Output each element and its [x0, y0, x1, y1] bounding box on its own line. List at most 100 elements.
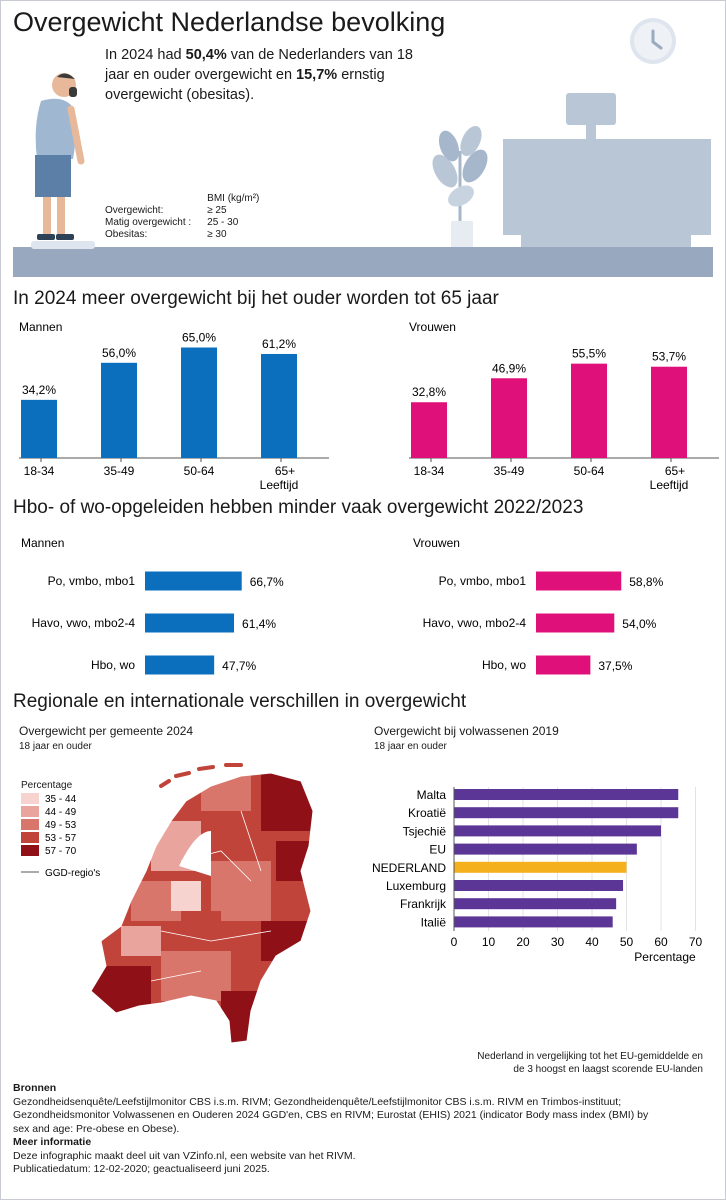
- bmi-value: 25 - 30: [207, 217, 239, 228]
- legend-swatch: [21, 806, 39, 817]
- legend-swatch: [21, 793, 39, 804]
- x-tick-label: 10: [482, 935, 496, 949]
- data-label: 47,7%: [222, 659, 256, 673]
- category-label: Kroatië: [408, 806, 446, 820]
- sources-line: Gezondheidsenquête/Leefstijlmonitor CBS …: [13, 1095, 622, 1108]
- x-tick-label: 35-49: [494, 464, 525, 478]
- legend-label: 53 - 57: [45, 833, 77, 844]
- netherlands-map: [90, 763, 314, 1044]
- bar: [101, 362, 137, 458]
- x-tick-label: 50: [620, 935, 634, 949]
- x-tick-label: 0: [451, 935, 458, 949]
- age-bar-charts: Mannen 34,2% 18-34 56,0% 35-49 65,0% 50-64 61,2…: [19, 320, 719, 492]
- bar: [536, 571, 622, 591]
- data-label: 61,2%: [262, 337, 296, 351]
- category-label: Luxemburg: [386, 879, 446, 893]
- map-subtitle: 18 jaar en ouder: [19, 741, 92, 752]
- section-region-title: Regionale en internationale verschillen …: [13, 691, 467, 712]
- eu-bar-chart: 0 10 20 30 40 50 60 70 Malta Kroatië Tsjechië EU NED…: [372, 787, 702, 964]
- x-axis-label: Leeftijd: [260, 478, 299, 492]
- bmi-label: Overgewicht:: [105, 205, 164, 216]
- bar: [454, 789, 679, 800]
- wadden-islands: [159, 763, 243, 788]
- category-label: Hbo, wo: [91, 658, 135, 672]
- obesity-value: 15,7%: [296, 67, 338, 83]
- legend-swatch: [21, 832, 39, 843]
- data-label: 46,9%: [492, 361, 526, 375]
- ijsselmeer: [179, 831, 211, 876]
- bar: [454, 825, 661, 837]
- intro-text: In 2024 had 50,4% van de Nederlanders va…: [105, 47, 413, 103]
- data-label: 32,8%: [412, 385, 446, 399]
- bar: [21, 399, 57, 458]
- data-label: 34,2%: [22, 383, 56, 397]
- sources-line: sex and age: Pre-obese en Obese).: [13, 1122, 180, 1135]
- data-label: 58,8%: [629, 575, 663, 589]
- more-info-line: Deze infographic maakt deel uit van VZin…: [13, 1149, 356, 1162]
- x-axis-label: Percentage: [634, 950, 696, 964]
- section-age-title: In 2024 meer overgewicht bij het ouder w…: [13, 288, 499, 309]
- category-label: Po, vmbo, mbo1: [48, 574, 136, 588]
- more-info-line: Publicatiedatum: 12-02-2020; geactualise…: [13, 1163, 270, 1175]
- bar: [454, 807, 679, 819]
- legend-label: 57 - 70: [45, 846, 77, 857]
- x-axis-label: Leeftijd: [650, 478, 689, 492]
- chart-panel-title: Mannen: [19, 320, 62, 334]
- overweight-value: 50,4%: [185, 47, 227, 63]
- clock-icon: [630, 18, 676, 64]
- data-label: 66,7%: [250, 575, 284, 589]
- data-label: 65,0%: [182, 331, 216, 345]
- x-tick-label: 40: [585, 935, 599, 949]
- category-label: Po, vmbo, mbo1: [439, 574, 527, 588]
- bar: [454, 843, 637, 855]
- bar: [145, 655, 215, 675]
- data-label: 55,5%: [572, 347, 606, 361]
- page-title: Overgewicht Nederlandse bevolking: [13, 7, 446, 37]
- x-tick-label: 35-49: [104, 464, 135, 478]
- bmi-header: BMI (kg/m²): [207, 193, 260, 204]
- category-label: Havo, vwo, mbo2-4: [32, 616, 136, 630]
- eu-title: Overgewicht bij volwassenen 2019: [374, 724, 559, 738]
- chart-panel-title: Vrouwen: [413, 536, 460, 550]
- category-label: Italië: [421, 915, 447, 929]
- data-label: 53,7%: [652, 350, 686, 364]
- x-tick-label: 65+: [665, 464, 685, 478]
- x-tick-label: 50-64: [184, 464, 215, 478]
- x-tick-label: 60: [654, 935, 668, 949]
- bar: [536, 655, 591, 675]
- map-legend: 35 - 44 44 - 49 49 - 53 53 - 57 57 - 70 GGD-r…: [21, 793, 100, 879]
- sources-title: Bronnen: [13, 1082, 57, 1094]
- plant-icon: [432, 126, 488, 247]
- bar: [181, 347, 217, 458]
- map-title: Overgewicht per gemeente 2024: [19, 724, 194, 738]
- bmi-label: Obesitas:: [105, 229, 148, 240]
- legend-swatch: [21, 819, 39, 830]
- desk-icon: [503, 93, 711, 247]
- x-tick-label: 50-64: [574, 464, 605, 478]
- legend-label: GGD-regio's: [45, 868, 100, 879]
- category-label: Frankrijk: [400, 897, 447, 911]
- category-label: Havo, vwo, mbo2-4: [423, 616, 527, 630]
- x-tick-label: 30: [551, 935, 565, 949]
- bmi-value: ≥ 25: [207, 205, 227, 216]
- header-illustration: [13, 18, 713, 277]
- bar: [536, 613, 615, 633]
- category-label: EU: [429, 843, 446, 857]
- person-on-scale-icon: [31, 73, 95, 249]
- category-label: Hbo, wo: [482, 658, 526, 672]
- footer: Bronnen Gezondheidsenquête/Leefstijlmoni…: [13, 1082, 648, 1177]
- bar: [651, 366, 687, 458]
- legend-label: 35 - 44: [45, 794, 77, 805]
- legend-swatch: [21, 845, 39, 856]
- more-info-title: Meer informatie: [13, 1136, 92, 1148]
- sources-line: Gezondheidsmonitor Volwassenen en Oudere…: [13, 1109, 649, 1121]
- legend-label: 44 - 49: [45, 807, 77, 818]
- legend-label: 49 - 53: [45, 820, 77, 831]
- section-edu-title: Hbo- of wo-opgeleiden hebben minder vaak…: [13, 497, 584, 518]
- data-label: 61,4%: [242, 617, 276, 631]
- legend-title: Percentage: [21, 780, 73, 791]
- category-label: NEDERLAND: [372, 861, 446, 875]
- eu-note: Nederland in vergelijking tot het EU-gem…: [477, 1051, 703, 1075]
- x-tick-label: 18-34: [414, 464, 445, 478]
